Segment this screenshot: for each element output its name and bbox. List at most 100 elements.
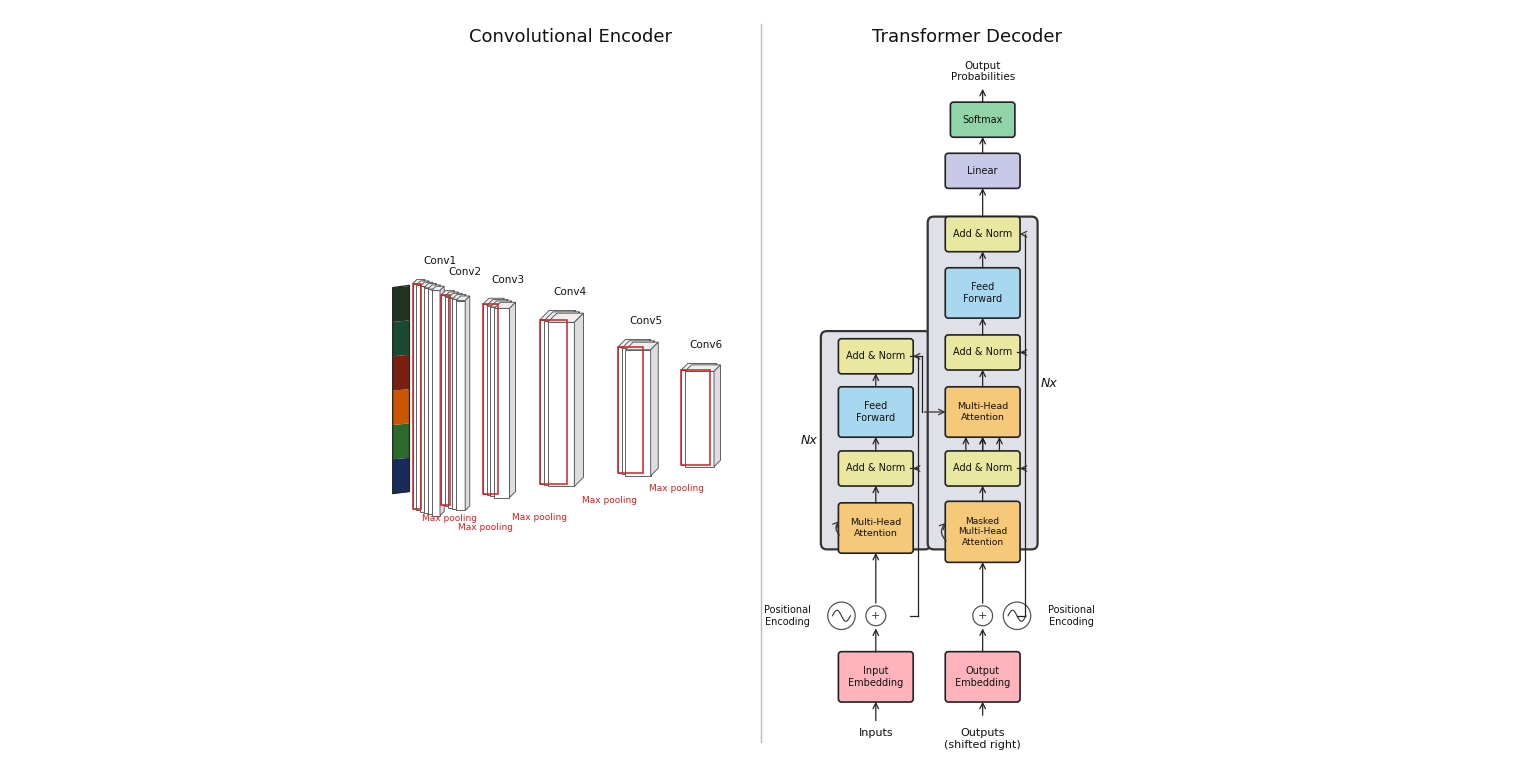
FancyBboxPatch shape [945, 652, 1020, 702]
Polygon shape [444, 296, 453, 506]
Polygon shape [711, 364, 717, 466]
FancyBboxPatch shape [945, 451, 1020, 486]
Polygon shape [544, 312, 580, 321]
Text: Nx: Nx [801, 434, 818, 447]
Polygon shape [647, 341, 654, 474]
Polygon shape [539, 319, 567, 484]
FancyBboxPatch shape [838, 451, 914, 486]
Polygon shape [424, 283, 436, 288]
Polygon shape [450, 290, 454, 505]
Polygon shape [621, 341, 654, 349]
Text: +: + [871, 611, 880, 620]
Text: Add & Norm: Add & Norm [847, 463, 906, 473]
Text: Linear: Linear [968, 165, 998, 176]
Polygon shape [448, 298, 458, 508]
FancyBboxPatch shape [945, 217, 1020, 252]
Text: Multi-Head
Attention: Multi-Head Attention [957, 402, 1009, 422]
Text: Positional
Encoding: Positional Encoding [764, 605, 811, 627]
Polygon shape [685, 372, 714, 466]
Text: Conv1: Conv1 [423, 256, 456, 266]
Polygon shape [420, 286, 429, 512]
Polygon shape [432, 283, 436, 513]
Polygon shape [412, 280, 426, 283]
Polygon shape [714, 365, 721, 466]
Text: Inputs: Inputs [859, 728, 894, 738]
Polygon shape [574, 313, 583, 486]
Text: Output
Probabilities: Output Probabilities [950, 61, 1015, 82]
Polygon shape [567, 310, 576, 484]
Circle shape [973, 606, 992, 626]
Text: Add & Norm: Add & Norm [847, 352, 906, 362]
Text: Conv6: Conv6 [689, 340, 723, 350]
Text: Max pooling: Max pooling [459, 522, 514, 532]
Circle shape [827, 602, 854, 630]
Polygon shape [491, 307, 506, 496]
Polygon shape [682, 370, 711, 466]
Text: Positional
Encoding: Positional Encoding [1047, 605, 1094, 627]
FancyBboxPatch shape [950, 102, 1015, 137]
Polygon shape [618, 347, 642, 473]
Text: Conv2: Conv2 [448, 267, 482, 277]
Text: Max pooling: Max pooling [648, 484, 704, 493]
Text: Feed
Forward: Feed Forward [964, 282, 1003, 304]
Polygon shape [501, 300, 508, 495]
Polygon shape [621, 349, 647, 474]
Polygon shape [483, 298, 504, 304]
Text: Transformer Decoder: Transformer Decoder [873, 28, 1062, 46]
Polygon shape [456, 300, 465, 510]
Polygon shape [486, 300, 508, 306]
Polygon shape [392, 389, 409, 425]
FancyBboxPatch shape [838, 387, 914, 437]
Polygon shape [448, 293, 462, 298]
FancyBboxPatch shape [945, 153, 1020, 188]
Polygon shape [441, 290, 454, 295]
Polygon shape [509, 303, 515, 498]
Polygon shape [494, 303, 515, 309]
FancyBboxPatch shape [945, 501, 1020, 562]
Polygon shape [432, 290, 439, 516]
Text: Outputs
(shifted right): Outputs (shifted right) [944, 728, 1021, 750]
Polygon shape [491, 301, 512, 307]
Polygon shape [626, 342, 659, 350]
Polygon shape [392, 424, 409, 460]
Circle shape [1003, 602, 1030, 630]
Polygon shape [685, 365, 721, 372]
Polygon shape [441, 295, 450, 505]
Polygon shape [571, 312, 580, 485]
FancyBboxPatch shape [838, 652, 914, 702]
FancyBboxPatch shape [821, 331, 930, 549]
Polygon shape [412, 283, 421, 509]
Polygon shape [424, 281, 429, 510]
Polygon shape [432, 286, 444, 290]
Text: Conv3: Conv3 [491, 274, 524, 284]
Polygon shape [618, 339, 650, 347]
Polygon shape [444, 292, 459, 296]
Polygon shape [417, 281, 429, 285]
Text: Max pooling: Max pooling [582, 496, 636, 505]
Polygon shape [547, 322, 574, 486]
Polygon shape [650, 342, 659, 476]
FancyBboxPatch shape [838, 339, 914, 374]
FancyBboxPatch shape [945, 387, 1020, 437]
Polygon shape [456, 296, 470, 300]
Polygon shape [539, 310, 576, 319]
Polygon shape [506, 301, 512, 496]
Polygon shape [458, 293, 462, 508]
Text: Input
Embedding: Input Embedding [848, 666, 903, 688]
Text: Output
Embedding: Output Embedding [954, 666, 1011, 688]
Polygon shape [462, 295, 467, 509]
Polygon shape [392, 320, 409, 356]
FancyBboxPatch shape [838, 502, 914, 553]
Text: Convolutional Encoder: Convolutional Encoder [470, 28, 673, 46]
Polygon shape [544, 321, 571, 485]
Polygon shape [486, 306, 501, 495]
Text: +: + [979, 611, 988, 620]
Polygon shape [547, 313, 583, 322]
Polygon shape [494, 309, 509, 498]
Text: Multi-Head
Attention: Multi-Head Attention [850, 519, 901, 538]
FancyBboxPatch shape [945, 335, 1020, 370]
Polygon shape [392, 286, 409, 322]
Text: Nx: Nx [1041, 377, 1057, 389]
Polygon shape [483, 304, 498, 493]
Polygon shape [498, 298, 504, 493]
